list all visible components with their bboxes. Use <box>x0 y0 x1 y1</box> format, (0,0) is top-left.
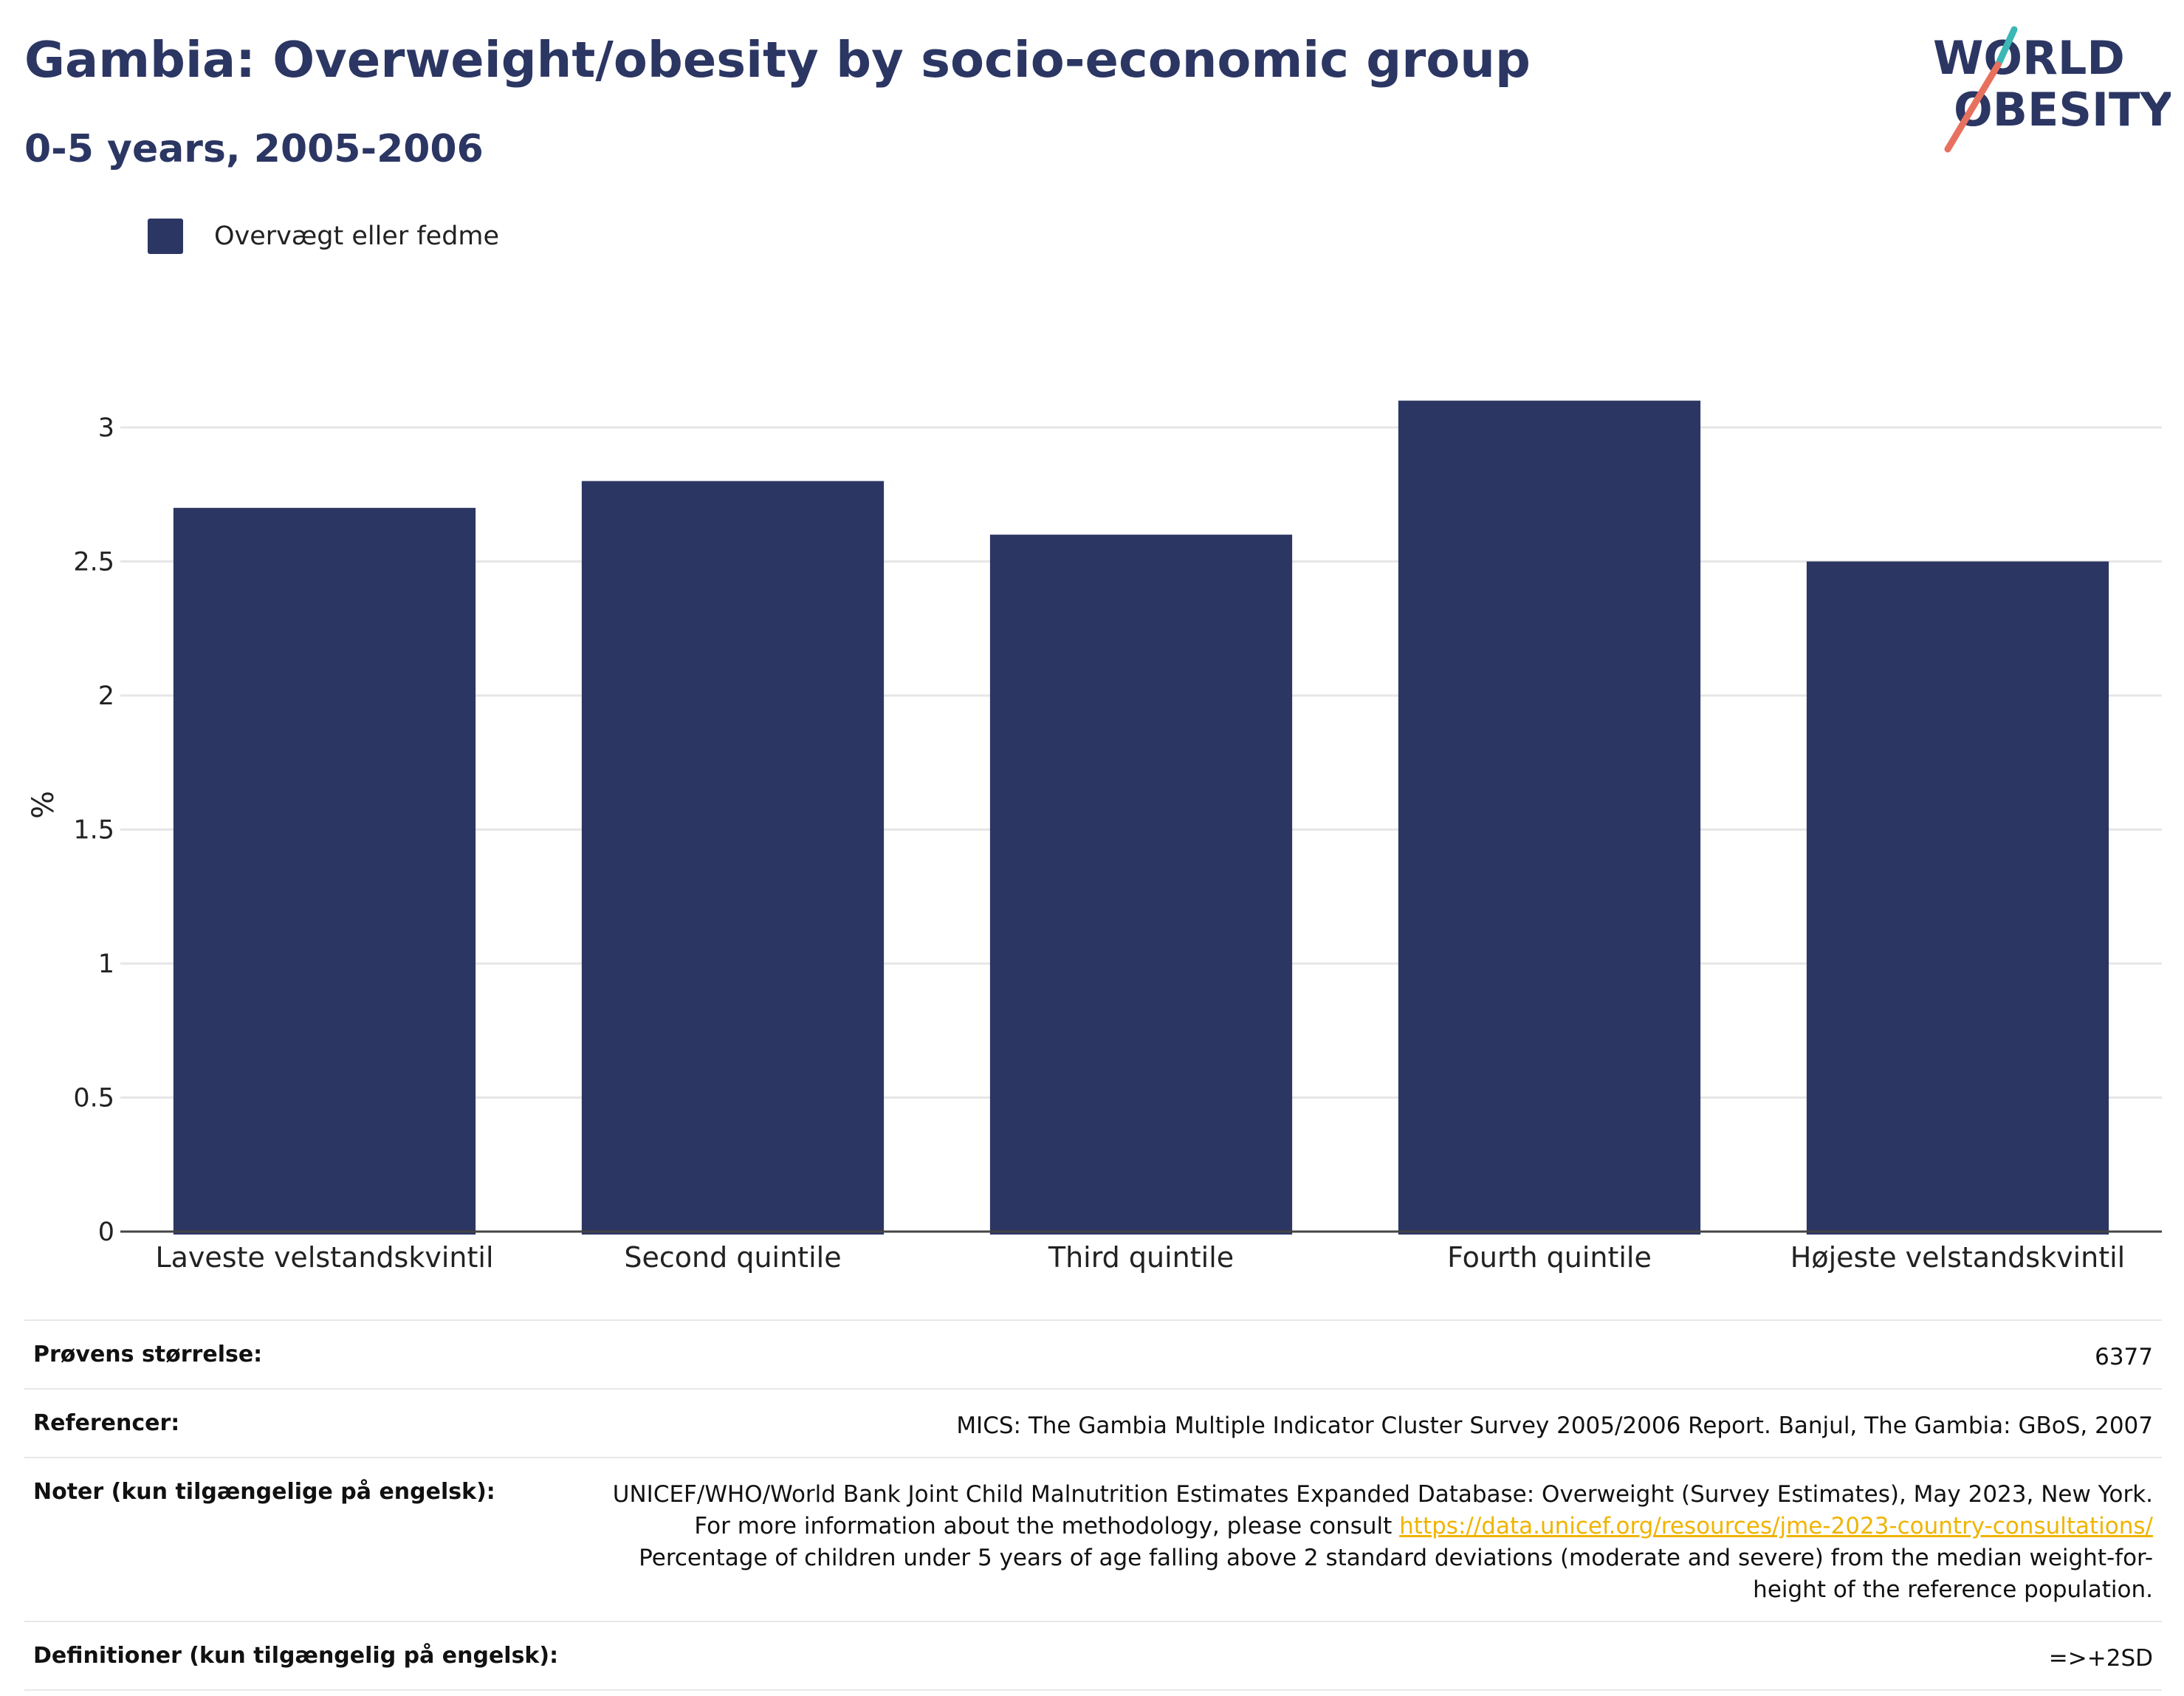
legend-swatch <box>148 219 183 254</box>
x-tick-label: Second quintile <box>624 1241 841 1274</box>
bar[interactable] <box>1398 400 1701 1235</box>
y-tick-label: 1 <box>98 950 114 979</box>
bar[interactable] <box>173 507 476 1235</box>
chart-subtitle: 0-5 years, 2005-2006 <box>24 127 484 171</box>
y-axis-label: % <box>27 791 61 819</box>
sample-size-label: Prøvens størrelse: <box>33 1342 263 1367</box>
world-obesity-logo: WORLD OBESITY <box>1933 26 2171 153</box>
logo-word-obesity: OBESITY <box>1954 83 2171 137</box>
y-tick-label: 2.5 <box>73 547 114 577</box>
references-label: Referencer: <box>33 1410 180 1436</box>
axes: 0 0.5 1 1.5 2 2.5 3 Laveste velstandskvintil Sec… <box>27 413 2162 1274</box>
x-tick-label: Fourth quintile <box>1447 1241 1652 1274</box>
notes-value: UNICEF/WHO/World Bank Joint Child Malnut… <box>580 1479 2153 1606</box>
logo-word-world: WORLD <box>1933 31 2125 85</box>
logo-slash-teal <box>1994 26 2018 69</box>
bar[interactable] <box>989 535 1293 1235</box>
info-row-notes: Noter (kun tilgængelige på engelsk): UNI… <box>24 1457 2162 1621</box>
y-tick-label: 3 <box>98 413 114 443</box>
bar-chart: 0 0.5 1 1.5 2 2.5 3 Laveste velstandskvintil Sec… <box>27 400 2162 1274</box>
x-tick-label: Laveste velstandskvintil <box>155 1241 493 1274</box>
x-tick-label: Højeste velstandskvintil <box>1790 1241 2125 1274</box>
info-row-references: Referencer: MICS: The Gambia Multiple In… <box>24 1388 2162 1457</box>
x-tick-label: Third quintile <box>1048 1241 1234 1274</box>
notes-label: Noter (kun tilgængelige på engelsk): <box>33 1479 495 1505</box>
y-tick-label: 1.5 <box>73 815 114 845</box>
info-table: Prøvens størrelse: 6377 Referencer: MICS… <box>24 1319 2162 1691</box>
notes-link[interactable]: https://data.unicef.org/resources/jme-20… <box>1399 1513 2153 1539</box>
info-row-definitions: Definitioner (kun tilgængelig på engelsk… <box>24 1621 2162 1691</box>
definitions-value: =>+2SD <box>2048 1645 2153 1672</box>
info-row-sample-size: Prøvens størrelse: 6377 <box>24 1319 2162 1388</box>
bar[interactable] <box>581 481 885 1235</box>
y-tick-label: 0 <box>98 1218 114 1247</box>
references-value: MICS: The Gambia Multiple Indicator Clus… <box>956 1412 2153 1439</box>
notes-text-2: Percentage of children under 5 years of … <box>639 1545 2153 1603</box>
y-tick-label: 2 <box>98 682 114 711</box>
notes-text-1: UNICEF/WHO/World Bank Joint Child Malnut… <box>612 1481 2153 1539</box>
chart-title: Gambia: Overweight/obesity by socio-econ… <box>24 31 1531 89</box>
bars <box>173 400 2109 1235</box>
logo-slash-coral <box>1944 61 2002 153</box>
y-tick-label: 0.5 <box>73 1083 114 1113</box>
bar[interactable] <box>1806 561 2109 1235</box>
definitions-label: Definitioner (kun tilgængelig på engelsk… <box>33 1643 559 1669</box>
legend-label: Overvægt eller fedme <box>214 222 500 251</box>
sample-size-value: 6377 <box>2095 1344 2153 1370</box>
chart-legend[interactable]: Overvægt eller fedme <box>148 219 499 254</box>
